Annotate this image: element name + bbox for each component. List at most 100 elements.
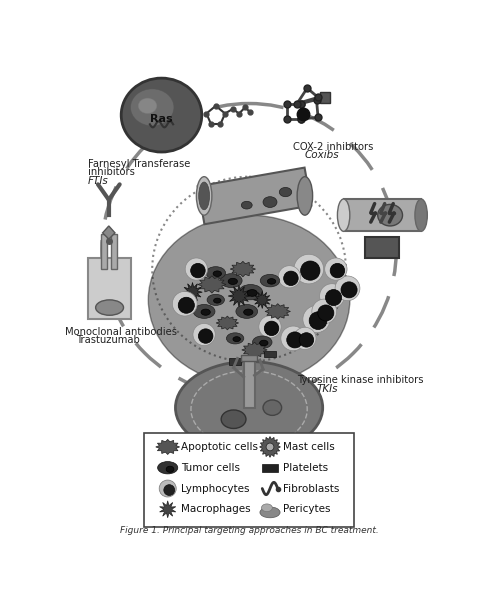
Ellipse shape bbox=[263, 400, 281, 415]
Ellipse shape bbox=[267, 279, 276, 284]
Bar bbox=[198, 168, 312, 224]
FancyBboxPatch shape bbox=[144, 433, 354, 527]
Bar bbox=[88, 258, 131, 319]
Ellipse shape bbox=[220, 274, 242, 288]
Ellipse shape bbox=[294, 327, 316, 350]
Bar bbox=[111, 235, 117, 269]
Ellipse shape bbox=[337, 199, 350, 231]
Bar bbox=[244, 355, 257, 361]
Ellipse shape bbox=[166, 466, 174, 472]
Bar bbox=[262, 464, 278, 471]
Ellipse shape bbox=[378, 204, 402, 226]
Ellipse shape bbox=[213, 298, 221, 303]
Ellipse shape bbox=[279, 187, 292, 197]
Ellipse shape bbox=[198, 329, 213, 343]
Ellipse shape bbox=[325, 258, 347, 280]
Ellipse shape bbox=[199, 182, 209, 210]
Ellipse shape bbox=[242, 201, 252, 209]
Ellipse shape bbox=[226, 333, 244, 344]
Ellipse shape bbox=[243, 309, 253, 315]
Ellipse shape bbox=[173, 291, 197, 316]
Text: COX-2 inhibitors: COX-2 inhibitors bbox=[293, 142, 374, 152]
Ellipse shape bbox=[178, 298, 194, 313]
Ellipse shape bbox=[185, 258, 208, 280]
Ellipse shape bbox=[193, 304, 215, 318]
Ellipse shape bbox=[213, 271, 222, 276]
Text: TKIs: TKIs bbox=[316, 384, 338, 394]
Ellipse shape bbox=[221, 410, 246, 428]
Text: Tumor cells: Tumor cells bbox=[181, 463, 240, 473]
Ellipse shape bbox=[191, 264, 205, 278]
Ellipse shape bbox=[239, 285, 262, 300]
Text: Trastuzumab: Trastuzumab bbox=[76, 335, 140, 345]
Ellipse shape bbox=[341, 282, 357, 298]
Ellipse shape bbox=[320, 284, 345, 308]
Polygon shape bbox=[159, 501, 176, 518]
Bar bbox=[365, 237, 399, 258]
Ellipse shape bbox=[281, 326, 306, 351]
Ellipse shape bbox=[157, 462, 178, 474]
Ellipse shape bbox=[233, 337, 241, 342]
Polygon shape bbox=[265, 304, 291, 319]
Polygon shape bbox=[183, 282, 202, 302]
Bar bbox=[264, 351, 276, 357]
Text: Mast cells: Mast cells bbox=[283, 442, 335, 452]
Ellipse shape bbox=[259, 316, 281, 338]
Ellipse shape bbox=[201, 309, 210, 315]
Text: Macrophages: Macrophages bbox=[181, 504, 250, 514]
Ellipse shape bbox=[297, 177, 312, 215]
Ellipse shape bbox=[121, 78, 202, 152]
Ellipse shape bbox=[148, 215, 350, 385]
Ellipse shape bbox=[312, 299, 337, 324]
Polygon shape bbox=[216, 316, 239, 330]
Ellipse shape bbox=[299, 333, 313, 347]
Ellipse shape bbox=[318, 305, 334, 321]
Circle shape bbox=[266, 443, 274, 451]
Text: Monoclonal antibodies: Monoclonal antibodies bbox=[65, 327, 176, 337]
Ellipse shape bbox=[228, 278, 238, 284]
Ellipse shape bbox=[294, 255, 324, 284]
Ellipse shape bbox=[309, 312, 327, 330]
Ellipse shape bbox=[287, 332, 303, 348]
Ellipse shape bbox=[247, 290, 257, 296]
Ellipse shape bbox=[301, 261, 320, 280]
Ellipse shape bbox=[263, 197, 277, 207]
Text: Pericytes: Pericytes bbox=[283, 504, 330, 514]
Polygon shape bbox=[260, 436, 280, 458]
Text: Farnesyl Transferase: Farnesyl Transferase bbox=[88, 159, 190, 169]
Ellipse shape bbox=[284, 271, 298, 285]
Bar bbox=[344, 199, 421, 231]
Ellipse shape bbox=[260, 275, 280, 287]
Polygon shape bbox=[230, 261, 256, 277]
Polygon shape bbox=[228, 285, 250, 307]
Text: Tyrosine kinase inhibitors: Tyrosine kinase inhibitors bbox=[297, 375, 424, 385]
Ellipse shape bbox=[138, 98, 157, 113]
Text: Platelets: Platelets bbox=[283, 463, 329, 473]
Ellipse shape bbox=[207, 295, 225, 305]
Text: Fibroblasts: Fibroblasts bbox=[283, 484, 340, 493]
Polygon shape bbox=[254, 291, 271, 308]
Text: Ras: Ras bbox=[150, 114, 173, 124]
Ellipse shape bbox=[253, 336, 272, 348]
Ellipse shape bbox=[260, 507, 280, 518]
Ellipse shape bbox=[278, 265, 300, 288]
Bar bbox=[243, 358, 255, 408]
Ellipse shape bbox=[206, 267, 226, 279]
Ellipse shape bbox=[193, 324, 215, 345]
Text: Lymphocytes: Lymphocytes bbox=[181, 484, 249, 493]
Polygon shape bbox=[103, 226, 115, 239]
Ellipse shape bbox=[264, 321, 279, 336]
Text: Coxibs: Coxibs bbox=[305, 150, 340, 161]
Ellipse shape bbox=[303, 305, 330, 333]
Ellipse shape bbox=[131, 89, 174, 126]
Ellipse shape bbox=[261, 504, 272, 511]
Polygon shape bbox=[156, 439, 180, 454]
Ellipse shape bbox=[335, 276, 360, 301]
Polygon shape bbox=[198, 276, 226, 293]
Ellipse shape bbox=[326, 290, 342, 305]
Ellipse shape bbox=[330, 264, 345, 278]
Bar bbox=[229, 358, 242, 365]
Ellipse shape bbox=[260, 340, 268, 346]
Ellipse shape bbox=[196, 177, 212, 215]
Text: Figure 1. Principal targeting approaches in BC treatment.: Figure 1. Principal targeting approaches… bbox=[120, 526, 379, 534]
